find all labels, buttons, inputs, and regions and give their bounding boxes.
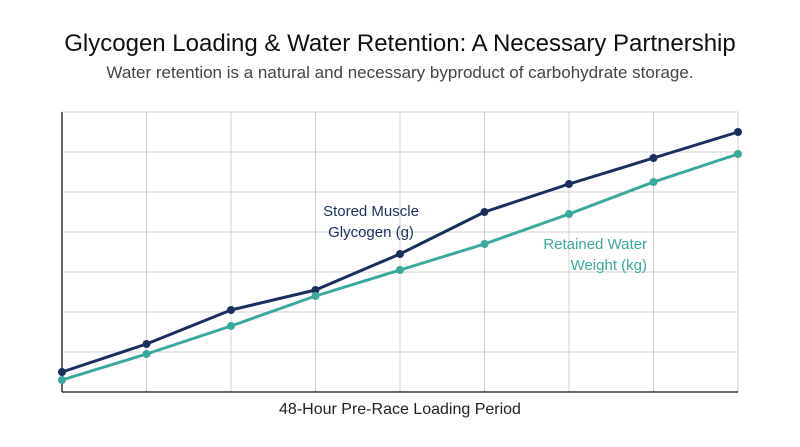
data-point-water	[649, 178, 658, 186]
data-point-glycogen	[396, 250, 404, 258]
series-label-glycogen-line-2: Glycogen (g)	[328, 224, 414, 241]
data-point-glycogen	[565, 180, 573, 188]
data-point-glycogen	[649, 154, 658, 162]
series-label-glycogen: Stored Muscle Glycogen (g)	[296, 201, 446, 243]
data-point-glycogen	[227, 306, 235, 314]
data-point-water	[142, 350, 151, 358]
data-point-water	[480, 240, 489, 248]
x-axis-label: 48-Hour Pre-Race Loading Period	[279, 401, 521, 418]
chart-title: Glycogen Loading & Water Retention: A Ne…	[64, 30, 736, 57]
data-point-glycogen	[734, 128, 742, 136]
chart-subtitle: Water retention is a natural and necessa…	[106, 63, 694, 82]
data-point-water	[396, 266, 404, 274]
data-point-water	[58, 376, 66, 384]
data-points	[58, 128, 742, 384]
series-label-water-line-2: Weight (kg)	[570, 257, 647, 274]
data-point-water	[734, 150, 742, 158]
series-label-glycogen-line-1: Stored Muscle	[323, 203, 419, 220]
data-point-water	[227, 322, 235, 330]
data-point-glycogen	[142, 340, 151, 348]
data-point-glycogen	[480, 208, 489, 216]
series-label-water-line-1: Retained Water	[543, 236, 647, 253]
series-label-water: Retained Water Weight (kg)	[497, 234, 647, 276]
axes	[61, 112, 738, 393]
data-point-water	[565, 210, 573, 218]
data-point-glycogen	[58, 368, 66, 376]
data-point-glycogen	[311, 286, 320, 294]
data-point-water	[311, 292, 320, 300]
